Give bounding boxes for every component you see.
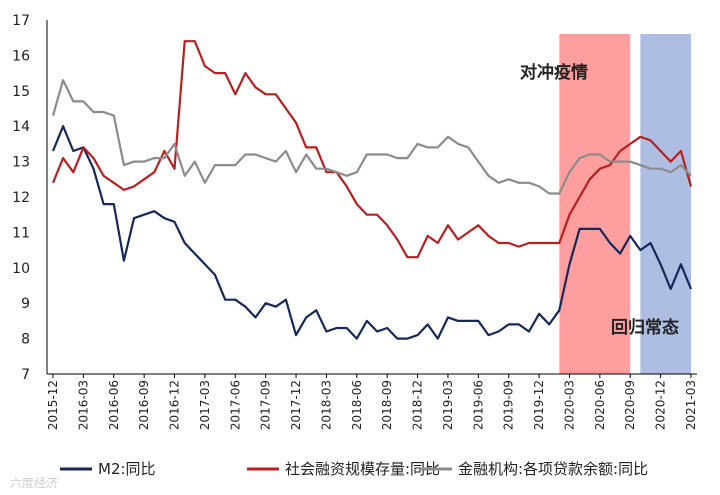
x-tick-label: 2020-03: [562, 380, 576, 430]
y-tick-label: 16: [12, 48, 30, 64]
series-line-3: [51, 79, 692, 195]
legend-label-1: M2:同比: [98, 460, 156, 478]
legend: M2:同比 社会融资规模存量:同比 金融机构:各项贷款余额:同比: [60, 460, 648, 478]
x-tick-label: 2016-09: [137, 380, 151, 430]
x-tick-label: 2017-06: [228, 380, 242, 430]
y-tick-label: 17: [12, 13, 30, 29]
y-tick-label: 9: [21, 296, 30, 312]
x-tick-label: 2018-12: [411, 380, 425, 430]
y-tick-label: 7: [21, 367, 30, 383]
x-tick-label: 2019-03: [441, 380, 455, 430]
watermark: 六度经济: [10, 475, 58, 490]
x-tick-label: 2020-09: [623, 380, 637, 430]
y-tick-label: 8: [21, 332, 30, 348]
x-tick-label: 2018-06: [350, 380, 364, 430]
x-tick-label: 2020-12: [654, 380, 668, 430]
shaded-regions: [559, 34, 691, 374]
legend-label-3: 金融机构:各项贷款余额:同比: [458, 460, 648, 478]
shaded-region-2: [640, 34, 691, 374]
x-tick-label: 2018-09: [380, 380, 394, 430]
series-line-2: [51, 40, 693, 259]
x-tick-label: 2018-03: [319, 380, 333, 430]
axes: [46, 20, 697, 375]
y-tick-label: 13: [12, 155, 30, 171]
x-tick-label: 2019-12: [532, 380, 546, 430]
shaded-region-1: [559, 34, 631, 374]
x-tick-label: 2017-12: [289, 380, 303, 430]
y-tick-label: 10: [12, 261, 30, 277]
x-tick-label: 2020-06: [593, 380, 607, 430]
x-tick-label: 2019-06: [471, 380, 485, 430]
x-tick-label: 2016-06: [107, 380, 121, 430]
y-tick-label: 15: [12, 84, 30, 100]
x-tick-label: 2017-09: [259, 380, 273, 430]
y-tick-label: 14: [12, 119, 30, 135]
x-tick-label: 2016-12: [168, 380, 182, 430]
x-tick-label: 2015-12: [46, 380, 60, 430]
y-tick-labels: 7 8 9 10 11 12 13 14 15 16 17: [12, 13, 30, 383]
x-tick-label: 2017-03: [198, 380, 212, 430]
x-tick-label: 2016-03: [76, 380, 90, 430]
x-tick-labels: 2015-12 2016-03 2016-06 2016-09 2016-12 2017-…: [46, 374, 698, 430]
series-lines: [51, 40, 693, 340]
legend-label-2: 社会融资规模存量:同比: [285, 460, 440, 478]
x-tick-label: 2019-09: [502, 380, 516, 430]
y-tick-label: 11: [12, 225, 30, 241]
annotation-hedge-epidemic: 对冲疫情: [520, 62, 588, 83]
x-tick-label: 2021-03: [684, 380, 698, 430]
y-tick-label: 12: [12, 190, 30, 206]
annotation-return-normal: 回归常态: [611, 317, 679, 338]
series-line-1: [51, 125, 693, 340]
